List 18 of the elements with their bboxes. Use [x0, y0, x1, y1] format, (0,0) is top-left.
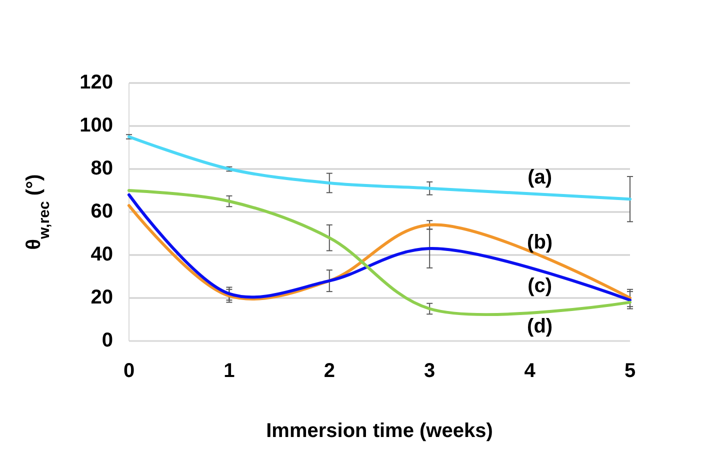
- x-axis-title: Immersion time (weeks): [266, 420, 493, 442]
- y-tick-label: 40: [90, 243, 113, 266]
- x-tick-label: 1: [224, 360, 235, 382]
- series-label: (c): [528, 275, 552, 298]
- series-label: (a): [528, 166, 552, 189]
- series-label: (b): [527, 231, 553, 254]
- x-tick-label: 2: [324, 360, 335, 382]
- y-tick-label: 120: [80, 71, 113, 94]
- y-tick-label: 80: [90, 157, 113, 180]
- y-tick-label: 60: [90, 200, 113, 222]
- x-tick-label: 3: [424, 360, 436, 382]
- y-tick-label: 100: [80, 114, 113, 136]
- y-tick-label: 0: [102, 329, 113, 352]
- x-tick-label: 4: [524, 360, 536, 382]
- y-tick-label: 20: [90, 286, 113, 308]
- series-label: (d): [527, 315, 553, 338]
- x-tick-label: 0: [123, 360, 135, 382]
- x-tick-label: 5: [624, 360, 636, 382]
